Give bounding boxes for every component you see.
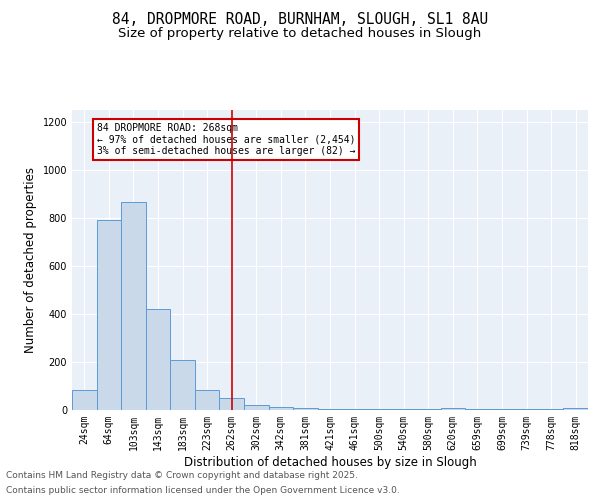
- Bar: [342, 409, 367, 410]
- Bar: [170, 360, 195, 410]
- Bar: [367, 409, 391, 410]
- Bar: [220, 398, 244, 410]
- Text: Size of property relative to detached houses in Slough: Size of property relative to detached ho…: [118, 28, 482, 40]
- Text: Contains HM Land Registry data © Crown copyright and database right 2025.: Contains HM Land Registry data © Crown c…: [6, 471, 358, 480]
- Bar: [244, 405, 269, 410]
- Bar: [465, 409, 490, 410]
- Bar: [416, 409, 440, 410]
- Bar: [72, 390, 97, 410]
- Bar: [121, 202, 146, 410]
- Bar: [293, 408, 318, 410]
- Bar: [490, 409, 514, 410]
- Bar: [318, 409, 342, 410]
- Bar: [97, 220, 121, 410]
- X-axis label: Distribution of detached houses by size in Slough: Distribution of detached houses by size …: [184, 456, 476, 468]
- Bar: [391, 409, 416, 410]
- Text: Contains public sector information licensed under the Open Government Licence v3: Contains public sector information licen…: [6, 486, 400, 495]
- Bar: [195, 390, 220, 410]
- Bar: [146, 309, 170, 410]
- Bar: [539, 409, 563, 410]
- Text: 84, DROPMORE ROAD, BURNHAM, SLOUGH, SL1 8AU: 84, DROPMORE ROAD, BURNHAM, SLOUGH, SL1 …: [112, 12, 488, 28]
- Bar: [269, 407, 293, 410]
- Bar: [563, 408, 588, 410]
- Bar: [440, 408, 465, 410]
- Bar: [514, 409, 539, 410]
- Text: 84 DROPMORE ROAD: 268sqm
← 97% of detached houses are smaller (2,454)
3% of semi: 84 DROPMORE ROAD: 268sqm ← 97% of detach…: [97, 123, 355, 156]
- Y-axis label: Number of detached properties: Number of detached properties: [24, 167, 37, 353]
